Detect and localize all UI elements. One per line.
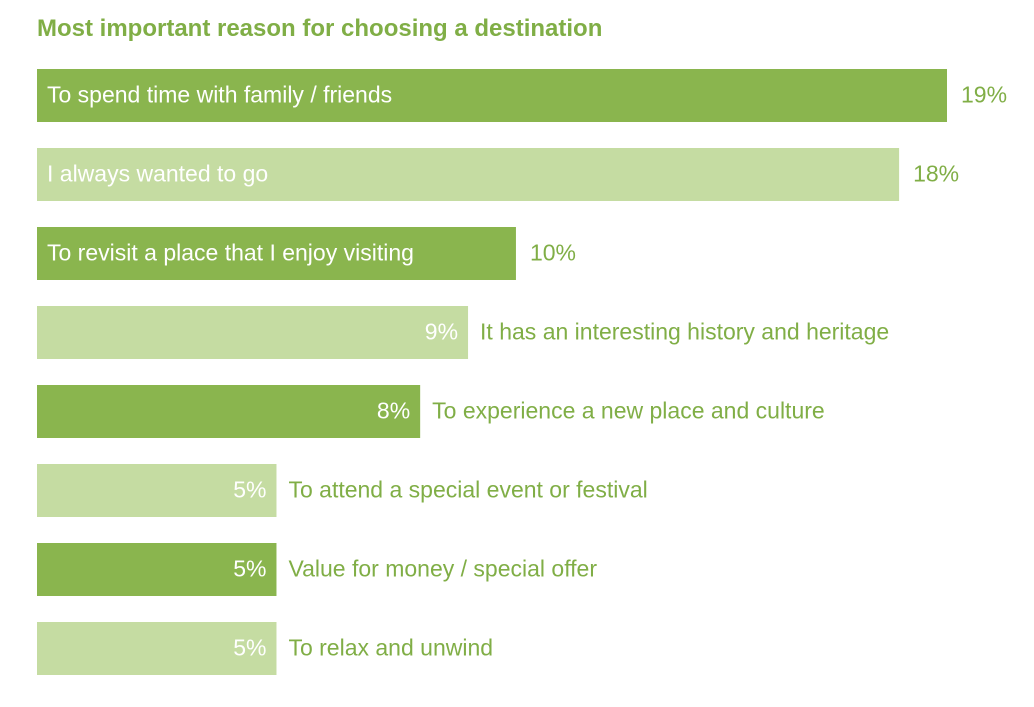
value-label: 8% (377, 398, 410, 424)
category-label: To revisit a place that I enjoy visiting (47, 240, 414, 266)
category-label: To attend a special event or festival (288, 477, 647, 503)
value-label: 19% (961, 82, 1007, 108)
category-label: To relax and unwind (288, 635, 493, 661)
bar (37, 148, 900, 201)
value-label: 5% (233, 556, 266, 582)
bar (37, 227, 516, 280)
bar (37, 69, 947, 122)
bar (37, 385, 421, 438)
value-label: 5% (233, 635, 266, 661)
bar (37, 622, 277, 675)
bar (37, 306, 469, 359)
bar (37, 543, 277, 596)
chart-title: Most important reason for choosing a des… (37, 15, 602, 42)
category-label: To spend time with family / friends (47, 82, 392, 108)
value-label: 18% (913, 161, 959, 187)
value-label: 10% (530, 240, 576, 266)
category-label: To experience a new place and culture (432, 398, 825, 424)
value-label: 5% (233, 477, 266, 503)
category-label: I always wanted to go (47, 161, 268, 187)
category-label: It has an interesting history and herita… (480, 319, 889, 345)
category-label: Value for money / special offer (288, 556, 597, 582)
value-label: 9% (425, 319, 458, 345)
bar (37, 464, 277, 517)
